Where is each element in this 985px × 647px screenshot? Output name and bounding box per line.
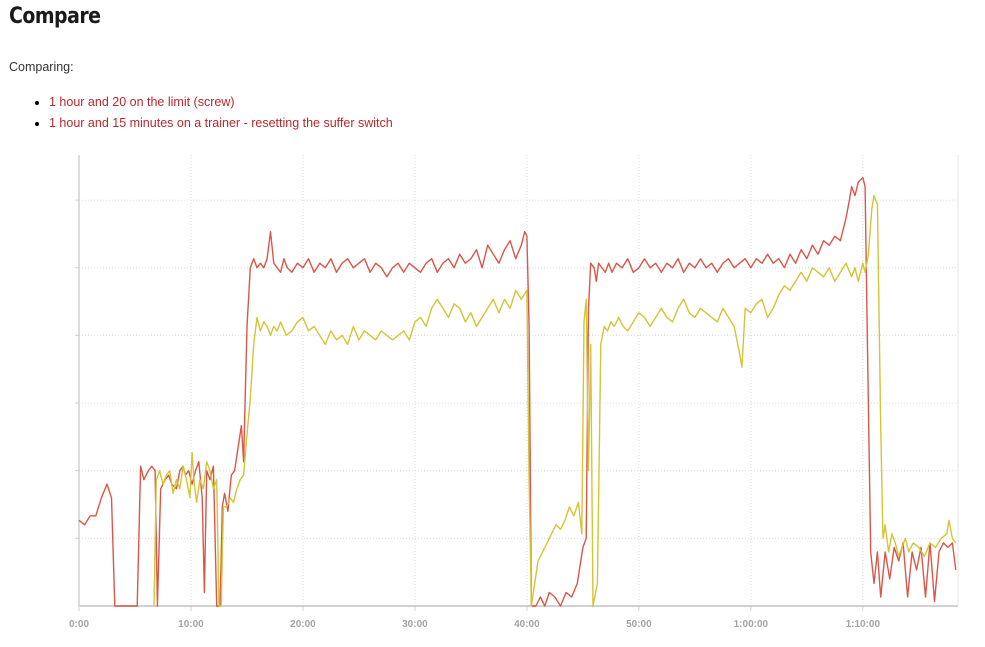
workout-link-1[interactable]: 1 hour and 20 on the limit (screw) — [49, 95, 235, 109]
comparing-label: Comparing: — [9, 60, 74, 74]
workout-link-2[interactable]: 1 hour and 15 minutes on a trainer - res… — [49, 116, 393, 130]
x-tick-label: 50:00 — [626, 619, 652, 630]
x-tick-label: 1:10:00 — [846, 619, 881, 630]
tick-label-layer: 0:00 10:00 20:00 30:00 40:00 50:00 1:00:00 1:10… — [69, 619, 881, 630]
series-line-1 — [78, 176, 957, 607]
x-tick-label: 30:00 — [402, 619, 428, 630]
workout-list: 1 hour and 20 on the limit (screw) 1 hou… — [0, 92, 393, 134]
list-item: 1 hour and 20 on the limit (screw) — [49, 92, 393, 113]
list-item: 1 hour and 15 minutes on a trainer - res… — [49, 113, 393, 134]
page-title: Compare — [9, 4, 101, 29]
x-tick-label: 20:00 — [290, 619, 316, 630]
x-tick-label: 1:00:00 — [734, 619, 769, 630]
x-tick-label: 0:00 — [69, 619, 89, 630]
axis-layer — [75, 155, 959, 611]
grid-layer — [79, 155, 958, 606]
series-layer — [78, 176, 957, 607]
x-tick-label: 10:00 — [178, 619, 204, 630]
x-tick-label: 40:00 — [514, 619, 540, 630]
chart-canvas: 0:00 10:00 20:00 30:00 40:00 50:00 1:00:00 1:10… — [69, 155, 959, 630]
comparison-chart: 0:00 10:00 20:00 30:00 40:00 50:00 1:00:00 1:10… — [0, 140, 985, 635]
series-line-2 — [153, 194, 957, 607]
